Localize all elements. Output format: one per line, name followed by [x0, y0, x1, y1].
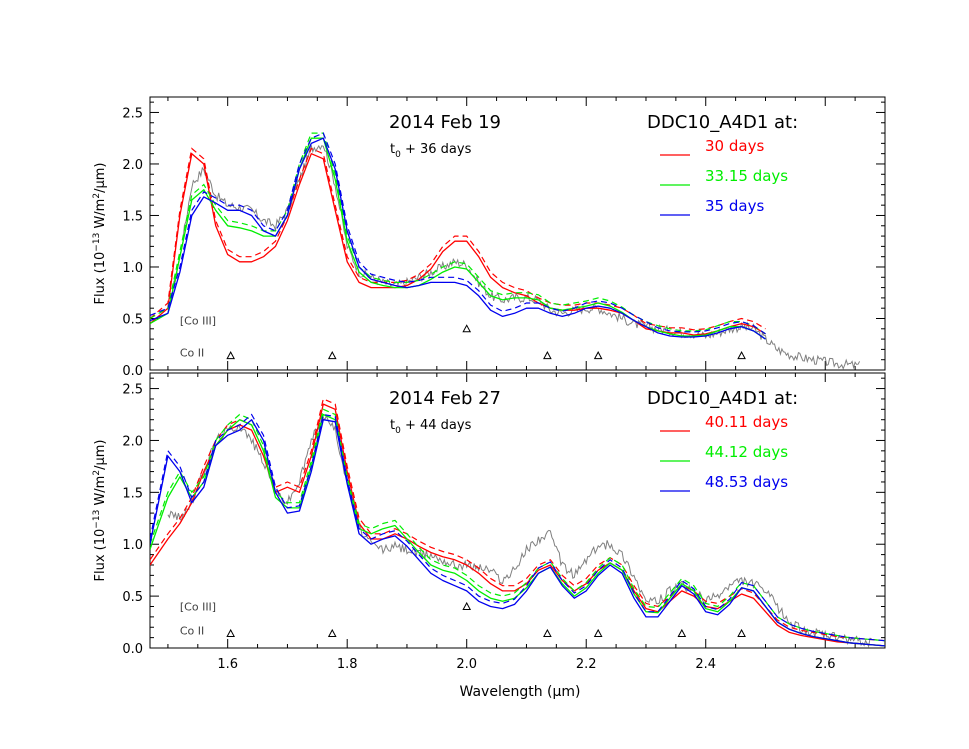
- co2-marker-icon: [327, 351, 337, 360]
- y-tick-label: 2.0: [122, 158, 143, 173]
- co2-marker-icon: [226, 351, 236, 360]
- y-tick-label: 1.0: [122, 538, 143, 553]
- series-dashed-blue: [150, 413, 885, 642]
- x-tick-label: 1.8: [337, 657, 358, 672]
- plot-frame: [149, 372, 886, 649]
- panel-subtitle: t0 + 36 days: [390, 142, 472, 160]
- series-line-red: [150, 153, 766, 336]
- y-axis-label: Flux (10−13 W/m2/μm): [92, 163, 108, 305]
- series-line-red: [150, 403, 885, 647]
- y-tick-label: 2.0: [122, 434, 143, 449]
- legend-label: 48.53 days: [705, 473, 788, 491]
- co2-marker-icon: [327, 628, 337, 637]
- co3-marker-icon: [462, 324, 472, 333]
- series-dashed-blue: [150, 132, 766, 335]
- x-tick-label: 1.6: [217, 657, 238, 672]
- co3-marker-icon: [462, 601, 472, 610]
- line-id-label: Co II: [180, 624, 204, 637]
- x-tick-label: 2.0: [456, 657, 477, 672]
- co2-marker-icon: [543, 628, 552, 637]
- co2-marker-icon: [737, 628, 746, 637]
- plot-frame: [149, 96, 886, 371]
- panel-subtitle: t0 + 44 days: [390, 418, 472, 436]
- y-tick-label: 0.5: [122, 590, 143, 605]
- legend-title: DDC10_A4D1 at:: [647, 388, 798, 409]
- co2-marker-icon: [737, 351, 746, 360]
- co2-marker-icon: [593, 351, 603, 360]
- y-tick-label: 1.5: [122, 486, 143, 501]
- legend-label: 40.11 days: [705, 413, 788, 431]
- panel-title: 2014 Feb 19: [389, 112, 501, 133]
- line-id-label: Co II: [180, 346, 204, 359]
- y-tick-label: 1.5: [122, 209, 143, 224]
- global-axis-labels: Wavelength (μm): [460, 684, 581, 700]
- panel-feb27: 0.0 0.5 1.0 1.5 2.0 2.5 1.6 1.8 2.0 2.2 2.4 2.6 Flux…: [92, 372, 886, 672]
- panel-title: 2014 Feb 27: [389, 388, 501, 409]
- y-tick-label: 2.5: [122, 106, 143, 121]
- y-tick-label: 1.0: [122, 261, 143, 276]
- panel-feb19: 0.0 0.5 1.0 1.5 2.0 2.5 Flux (10−13 W/m2/μm) [C…: [92, 96, 886, 379]
- legend-label: 33.15 days: [705, 167, 788, 185]
- y-tick-label: 0.0: [122, 642, 143, 657]
- line-id-label: [Co III]: [180, 315, 216, 328]
- legend-label: 35 days: [705, 197, 764, 215]
- legend-label: 30 days: [705, 137, 764, 155]
- x-tick-label: 2.6: [815, 657, 836, 672]
- y-tick-label: 0.5: [122, 312, 143, 327]
- legend-label: 44.12 days: [705, 443, 788, 461]
- co2-marker-icon: [677, 628, 687, 637]
- plot-area: [150, 398, 885, 648]
- x-axis-label: Wavelength (μm): [460, 684, 581, 700]
- co2-marker-icon: [543, 351, 552, 360]
- line-id-label: [Co III]: [180, 600, 216, 613]
- co2-marker-icon: [593, 628, 603, 637]
- series-dashed-red: [150, 147, 766, 331]
- series-line-green: [150, 137, 766, 340]
- plot-area: [150, 132, 861, 370]
- series-line-blue: [150, 419, 885, 647]
- legend-title: DDC10_A4D1 at:: [647, 112, 798, 133]
- y-tick-label: 0.0: [122, 364, 143, 379]
- co2-marker-icon: [226, 628, 236, 637]
- y-tick-label: 2.5: [122, 383, 143, 398]
- series-line-blue: [150, 137, 766, 340]
- series-dashed-green: [150, 132, 766, 335]
- x-tick-label: 2.4: [695, 657, 716, 672]
- y-axis-label: Flux (10−13 W/m2/μm): [92, 440, 108, 582]
- x-tick-label: 2.2: [576, 657, 597, 672]
